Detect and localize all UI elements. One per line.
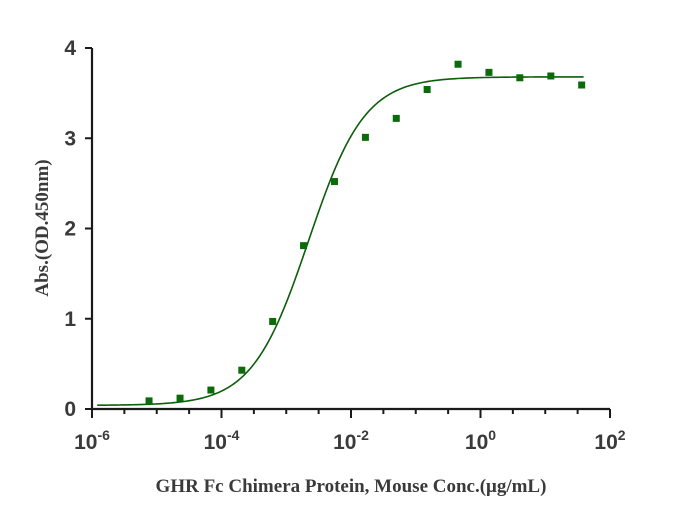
- data-point: [454, 60, 462, 68]
- data-point: [330, 178, 338, 186]
- data-point: [392, 114, 400, 122]
- data-point: [361, 133, 369, 141]
- x-tick-label-1: 10-4: [204, 427, 240, 454]
- y-tick-label-3: 3: [64, 127, 76, 150]
- x-tick-label-3: 100: [465, 427, 496, 454]
- data-point: [145, 397, 153, 405]
- data-point: [578, 81, 586, 89]
- data-point: [300, 242, 308, 250]
- fit-curve: [97, 76, 584, 407]
- data-point: [516, 74, 524, 82]
- x-axis-title: GHR Fc Chimera Protein, Mouse Conc.(μg/m…: [156, 476, 547, 497]
- y-tick-label-1: 1: [64, 308, 76, 331]
- x-ticks: 10-6 10-4 10-2 100 102: [74, 409, 626, 454]
- data-point: [547, 72, 555, 80]
- y-tick-label-4: 4: [64, 37, 76, 60]
- y-tick-label-0: 0: [64, 398, 76, 421]
- x-tick-label-4: 102: [594, 427, 625, 454]
- x-tick-label-2: 10-2: [333, 427, 369, 454]
- data-point: [207, 386, 215, 394]
- y-axis-title: Abs.(OD.450nm): [32, 159, 53, 296]
- data-point: [485, 68, 493, 76]
- x-tick-label-0: 10-6: [74, 427, 110, 454]
- data-point: [423, 86, 431, 94]
- axes: [90, 48, 610, 411]
- data-point: [238, 366, 246, 374]
- data-point: [269, 317, 277, 325]
- y-ticks: 0 1 2 3 4: [64, 37, 92, 421]
- data-points: [145, 60, 586, 405]
- data-point: [176, 394, 184, 402]
- y-tick-label-2: 2: [64, 218, 76, 241]
